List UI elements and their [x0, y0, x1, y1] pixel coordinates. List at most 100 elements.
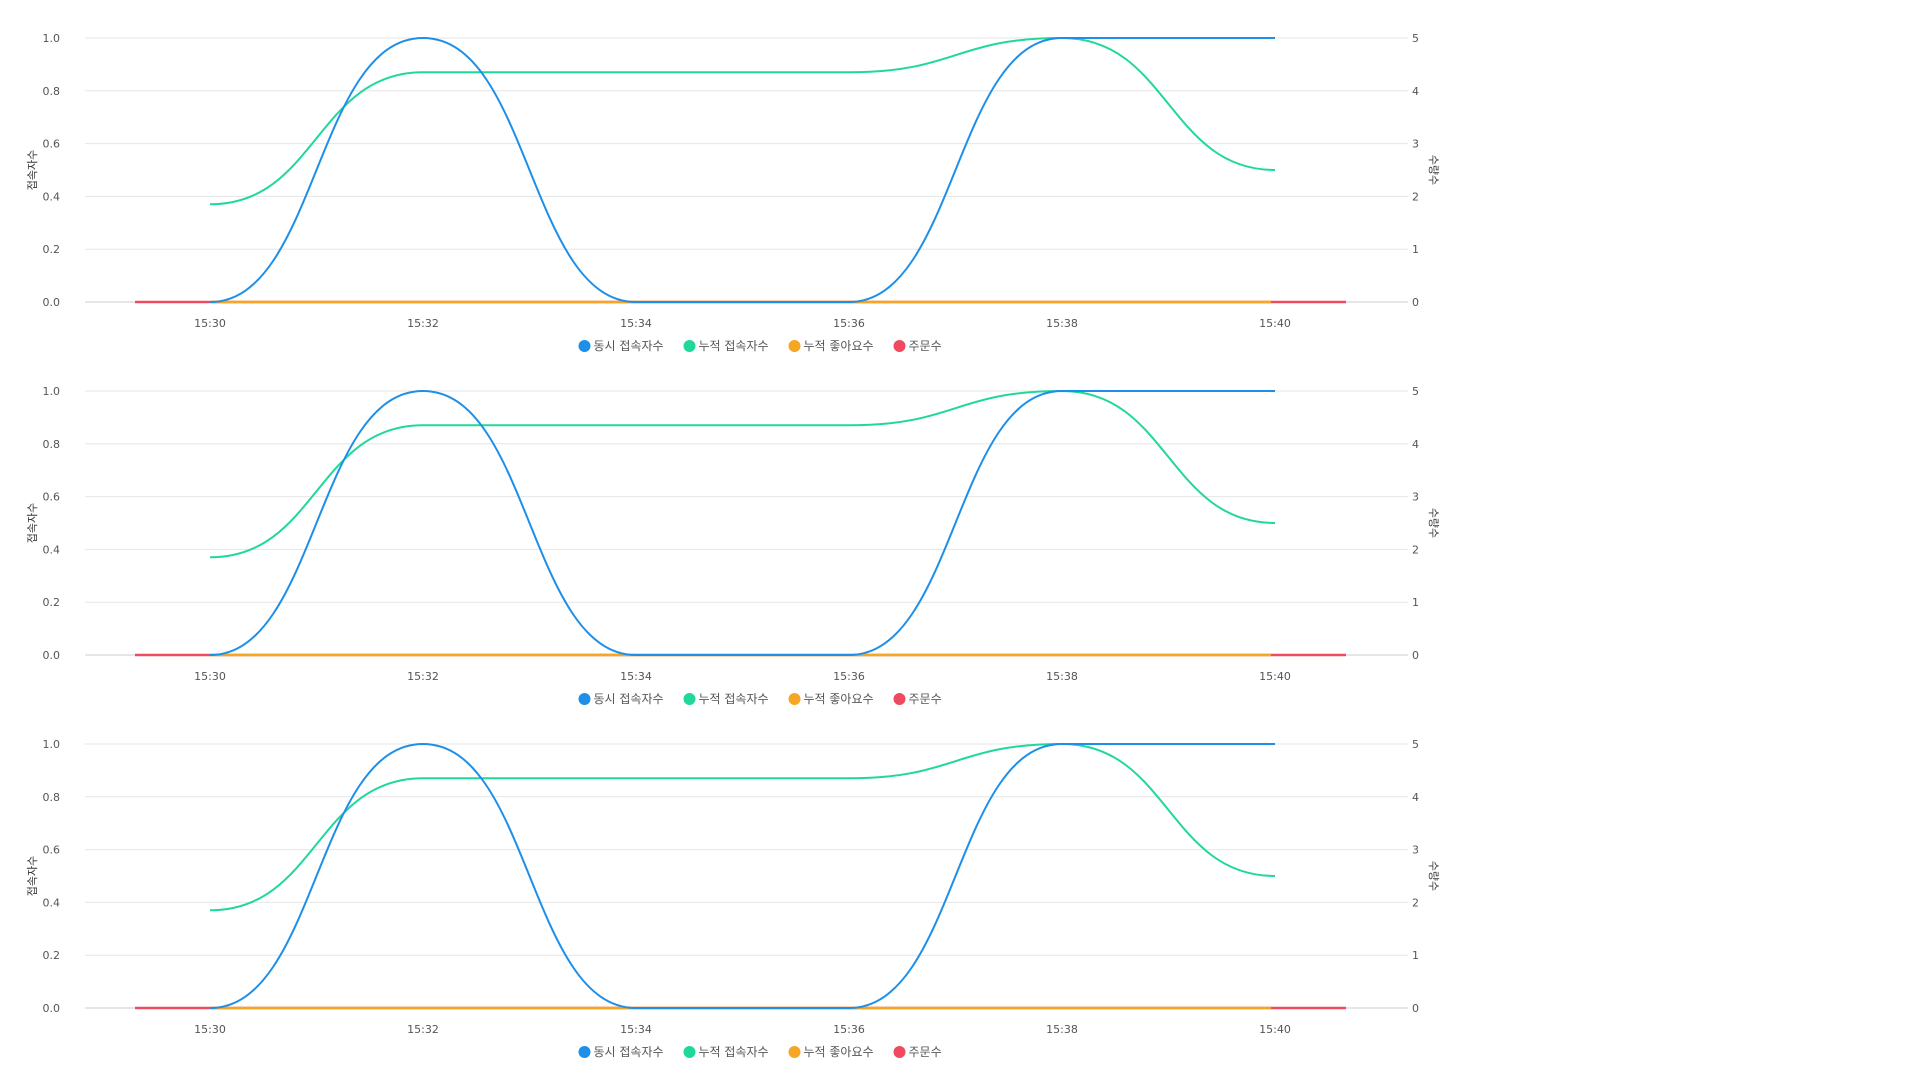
series-line-cumulative-users: [209, 389, 1276, 559]
legend-item[interactable]: 누적 좋아요수: [788, 1045, 874, 1058]
legend-item[interactable]: 주문수: [893, 692, 942, 705]
y2-tick-label: 0: [1412, 1002, 1419, 1015]
legend: 동시 접속자수 누적 접속자수 누적 좋아요수 주문수: [578, 339, 942, 352]
x-tick-label: 15:32: [407, 670, 439, 683]
legend-swatch: [893, 693, 906, 705]
y2-tick-label: 1: [1412, 243, 1419, 256]
legend-label: 누적 접속자수: [699, 1045, 769, 1058]
legend-label: 주문수: [909, 339, 942, 352]
y-tick-label: 0.2: [43, 949, 61, 962]
legend-item[interactable]: 누적 접속자수: [683, 692, 769, 705]
y-tick-label: 0.8: [43, 438, 61, 451]
chart-panel-1: 0.0 0.2 0.4 0.6 0.8 1.0 0 1 2 3 4 5 15:30 15:32 15:34 1…: [0, 0, 1440, 352]
legend-label: 누적 접속자수: [699, 692, 769, 705]
y2-tick-label: 4: [1412, 438, 1419, 451]
series-line-concurrent-users: [209, 36, 1275, 304]
legend-swatch: [578, 340, 591, 352]
line-chart-3: 0.0 0.2 0.4 0.6 0.8 1.0 0 1 2 3 4 5 15:30 15:32 15:34 1…: [26, 738, 1440, 1058]
series-line-concurrent-users: [209, 389, 1275, 656]
legend: 동시 접속자수 누적 접속자수 누적 좋아요수 주문수: [578, 1045, 942, 1058]
x-tick-label: 15:36: [833, 1023, 865, 1036]
x-tick-label: 15:38: [1046, 670, 1078, 683]
legend-swatch: [578, 693, 591, 705]
y2-tick-label: 2: [1412, 190, 1419, 203]
series-line-concurrent-users: [209, 742, 1275, 1009]
legend-swatch: [578, 1046, 591, 1058]
line-chart-1: 0.0 0.2 0.4 0.6 0.8 1.0 0 1 2 3 4 5 15:30 15:32 15:34 1…: [26, 32, 1440, 352]
y2-tick-label: 2: [1412, 543, 1419, 556]
chart-panel-2: 0.0 0.2 0.4 0.6 0.8 1.0 0 1 2 3 4 5 15:30 15:32 15:34 1…: [0, 353, 1440, 705]
series-line-cumulative-users: [209, 742, 1276, 912]
y-tick-label: 0.4: [43, 896, 61, 909]
x-tick-label: 15:36: [833, 670, 865, 683]
legend-item[interactable]: 동시 접속자수: [578, 339, 664, 352]
y2-tick-label: 0: [1412, 649, 1419, 662]
x-tick-label: 15:34: [620, 317, 652, 330]
y-tick-label: 0.8: [43, 85, 61, 98]
legend-label: 동시 접속자수: [594, 339, 664, 352]
chart-panel-3: 0.0 0.2 0.4 0.6 0.8 1.0 0 1 2 3 4 5 15:30 15:32 15:34 1…: [0, 706, 1440, 1058]
y2-tick-label: 1: [1412, 949, 1419, 962]
legend-label: 누적 접속자수: [699, 339, 769, 352]
y2-tick-label: 0: [1412, 296, 1419, 309]
y-axis-title: 접속자수: [26, 150, 39, 190]
x-tick-label: 15:30: [194, 1023, 226, 1036]
x-tick-label: 15:36: [833, 317, 865, 330]
x-tick-label: 15:40: [1259, 670, 1291, 683]
legend-item[interactable]: 누적 좋아요수: [788, 692, 874, 705]
x-tick-label: 15:40: [1259, 317, 1291, 330]
legend-label: 누적 좋아요수: [804, 339, 874, 352]
legend-label: 누적 좋아요수: [804, 1045, 874, 1058]
y2-tick-label: 5: [1412, 32, 1419, 45]
y2-axis-title: 수량수: [1427, 508, 1440, 538]
y-tick-label: 0.0: [43, 296, 61, 309]
y-tick-label: 0.4: [43, 543, 61, 556]
y2-axis-title: 수량수: [1427, 155, 1440, 185]
y2-tick-label: 3: [1412, 844, 1419, 857]
y-tick-label: 0.2: [43, 243, 61, 256]
x-tick-label: 15:38: [1046, 1023, 1078, 1036]
x-tick-label: 15:34: [620, 670, 652, 683]
y-tick-label: 1.0: [43, 385, 61, 398]
legend-swatch: [683, 1046, 696, 1058]
legend-swatch: [788, 693, 801, 705]
y-tick-label: 0.0: [43, 1002, 61, 1015]
legend-label: 주문수: [909, 1045, 942, 1058]
y-axis-title: 접속자수: [26, 503, 39, 543]
x-tick-label: 15:32: [407, 317, 439, 330]
legend-swatch: [788, 340, 801, 352]
x-tick-label: 15:40: [1259, 1023, 1291, 1036]
legend-item[interactable]: 주문수: [893, 339, 942, 352]
y2-tick-label: 2: [1412, 896, 1419, 909]
x-tick-label: 15:34: [620, 1023, 652, 1036]
legend-swatch: [788, 1046, 801, 1058]
legend-swatch: [683, 693, 696, 705]
y2-tick-label: 4: [1412, 85, 1419, 98]
y2-axis-title: 수량수: [1427, 861, 1440, 891]
y-axis-title: 접속자수: [26, 856, 39, 896]
y-tick-label: 0.4: [43, 190, 61, 203]
legend-item[interactable]: 누적 좋아요수: [788, 339, 874, 352]
legend-item[interactable]: 동시 접속자수: [578, 692, 664, 705]
x-tick-label: 15:30: [194, 670, 226, 683]
x-tick-label: 15:38: [1046, 317, 1078, 330]
legend-item[interactable]: 동시 접속자수: [578, 1045, 664, 1058]
legend-item[interactable]: 주문수: [893, 1045, 942, 1058]
y2-tick-label: 5: [1412, 738, 1419, 751]
y-tick-label: 0.2: [43, 596, 61, 609]
y2-tick-label: 4: [1412, 791, 1419, 804]
legend: 동시 접속자수 누적 접속자수 누적 좋아요수 주문수: [578, 692, 942, 705]
y-tick-label: 0.6: [43, 138, 61, 151]
series-line-cumulative-users: [209, 36, 1276, 206]
legend-item[interactable]: 누적 접속자수: [683, 339, 769, 352]
legend-item[interactable]: 누적 접속자수: [683, 1045, 769, 1058]
legend-label: 동시 접속자수: [594, 1045, 664, 1058]
y-tick-label: 0.6: [43, 844, 61, 857]
legend-swatch: [683, 340, 696, 352]
y2-tick-label: 5: [1412, 385, 1419, 398]
y2-tick-label: 3: [1412, 491, 1419, 504]
legend-swatch: [893, 1046, 906, 1058]
legend-label: 누적 좋아요수: [804, 692, 874, 705]
legend-label: 주문수: [909, 692, 942, 705]
y-tick-label: 0.0: [43, 649, 61, 662]
